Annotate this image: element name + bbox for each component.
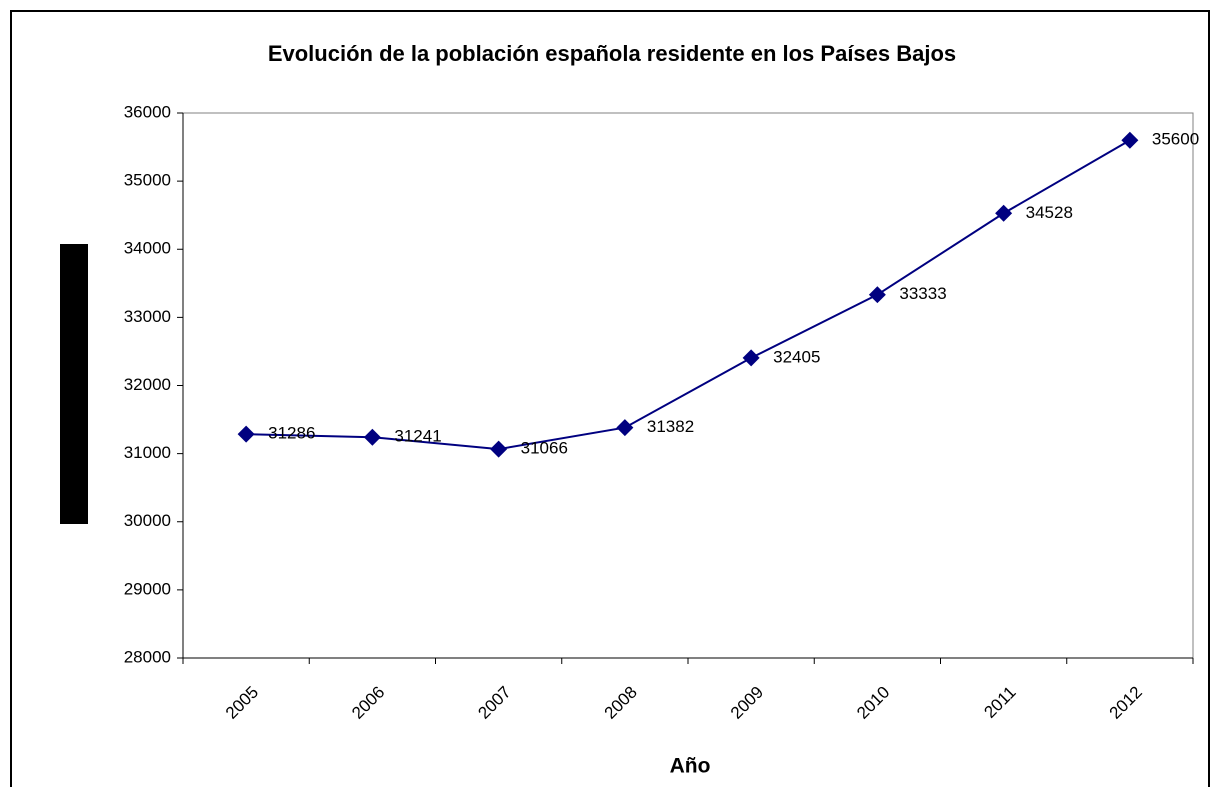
y-tick-label: 31000 — [124, 443, 171, 462]
data-point — [995, 204, 1013, 222]
data-label: 35600 — [1152, 130, 1199, 149]
y-tick-label: 30000 — [124, 511, 171, 530]
data-label: 31382 — [647, 417, 694, 436]
x-tick-label: 2007 — [474, 683, 514, 723]
x-axis-label: Año — [670, 755, 711, 778]
x-tick-label: 2008 — [601, 683, 641, 723]
x-tick-label: 2006 — [348, 683, 388, 723]
data-point — [616, 419, 634, 437]
chart-title: Evolución de la población española resid… — [268, 41, 956, 66]
x-tick-label: 2009 — [727, 683, 767, 723]
y-tick-label: 29000 — [124, 579, 171, 598]
y-tick-label: 33000 — [124, 307, 171, 326]
y-tick-label: 32000 — [124, 375, 171, 394]
series-line — [246, 139, 1131, 451]
y-tick-label: 35000 — [124, 171, 171, 190]
plot-area — [182, 112, 1194, 659]
x-tick-label: 2010 — [853, 683, 893, 723]
y-tick-label: 28000 — [124, 647, 171, 666]
data-label: 34528 — [1026, 203, 1073, 222]
y-tick-label: 36000 — [124, 102, 171, 121]
x-tick-label: 2011 — [980, 683, 1019, 722]
data-point — [237, 425, 255, 443]
x-tick-label: 2012 — [1106, 683, 1146, 723]
y-tick-label: 34000 — [124, 239, 171, 258]
data-point — [742, 349, 760, 367]
data-label: 32405 — [773, 347, 820, 366]
data-label: 33333 — [899, 284, 946, 303]
data-label: 31066 — [521, 439, 568, 458]
data-label: 31241 — [394, 427, 441, 446]
data-point — [363, 428, 381, 446]
data-point — [490, 440, 508, 458]
y-axis-label-box — [60, 244, 88, 524]
chart-border — [10, 10, 1210, 787]
x-tick-label: 2005 — [222, 683, 262, 723]
data-point — [868, 286, 886, 304]
data-label: 31286 — [268, 424, 315, 443]
data-point — [1121, 131, 1139, 149]
